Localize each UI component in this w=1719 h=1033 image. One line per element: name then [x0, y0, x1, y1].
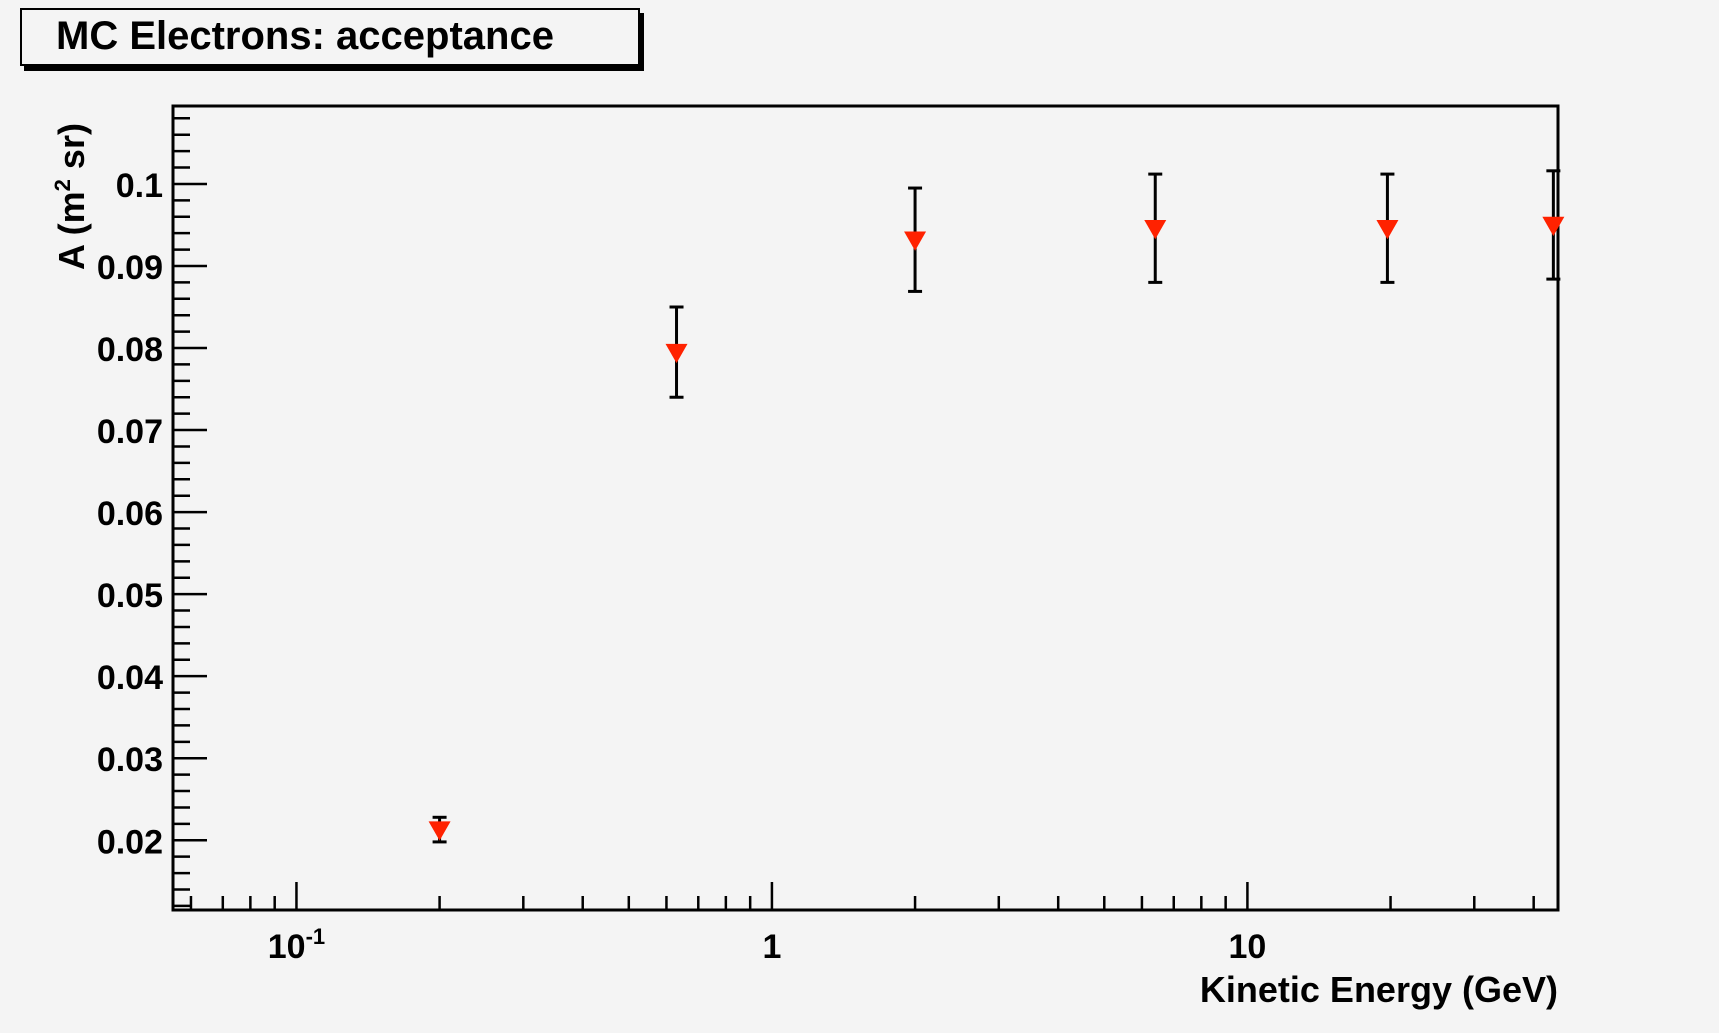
x-axis-label: Kinetic Energy (GeV)	[1200, 969, 1558, 1010]
triangle-marker	[1376, 219, 1399, 240]
triangle-marker	[428, 821, 451, 841]
triangle-marker	[904, 231, 927, 251]
y-axis-label: A (m2 sr)	[50, 123, 92, 270]
y-axis-ticks	[173, 117, 207, 908]
data-points	[428, 169, 1565, 844]
axes-frame	[171, 104, 1560, 912]
data-point	[904, 186, 927, 293]
y-tick-label: 0.05	[97, 577, 163, 615]
data-point	[1542, 169, 1565, 281]
triangle-marker	[1144, 219, 1167, 240]
data-point	[665, 305, 688, 399]
y-tick-label: 0.06	[97, 495, 163, 533]
y-tick-label: 0.02	[97, 823, 163, 861]
y-tick-label: 0.07	[97, 413, 163, 451]
chart-title: MC Electrons: acceptance	[56, 14, 554, 58]
x-axis-tick-labels: 10-1 1 10	[268, 924, 1267, 966]
triangle-marker	[1542, 216, 1565, 236]
plot-frame	[171, 104, 1560, 912]
data-point	[1144, 172, 1167, 284]
x-tick-label: 10	[1228, 928, 1266, 966]
y-tick-label: 0.1	[116, 167, 163, 205]
data-point	[428, 815, 451, 844]
y-axis-label-main: A (m	[51, 191, 92, 270]
y-tick-label: 0.09	[97, 249, 163, 287]
y-axis-label-tail: sr)	[51, 123, 92, 179]
title-box: MC Electrons: acceptance	[20, 8, 640, 66]
y-tick-label: 0.03	[97, 741, 163, 779]
data-point	[1376, 172, 1399, 284]
x-axis-ticks	[189, 882, 1535, 910]
triangle-marker	[665, 343, 688, 364]
x-tick-label: 1	[762, 928, 781, 966]
x-tick-label: 10-1	[268, 924, 325, 966]
y-tick-label: 0.04	[97, 659, 163, 697]
y-axis-label-superscript: 2	[50, 179, 75, 191]
y-tick-label: 0.08	[97, 331, 163, 369]
y-axis-tick-labels: 0.02 0.03 0.04 0.05 0.06 0.07 0.08 0.09 0.1	[97, 167, 163, 861]
